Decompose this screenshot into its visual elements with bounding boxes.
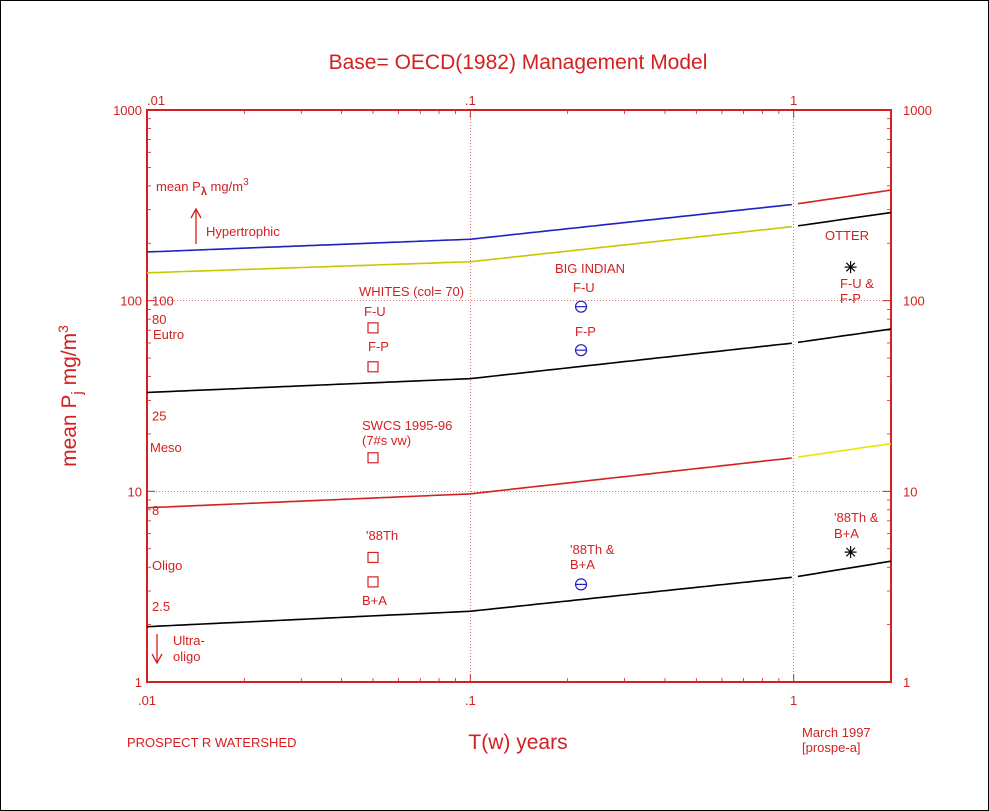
annot-bigindian-fu: F-U bbox=[573, 280, 595, 295]
annot-whites-ba: B+A bbox=[362, 593, 387, 608]
threshold-label-1: 80 bbox=[152, 312, 166, 327]
x-tick-label-top-2: 1 bbox=[790, 93, 797, 108]
point-otter-88th-ray-3 bbox=[845, 547, 856, 557]
series-4-segment-b bbox=[797, 560, 892, 578]
annot-bigindian: BIG INDIAN bbox=[555, 261, 625, 276]
point-otter-fu-fp-ray-3 bbox=[845, 262, 856, 272]
annot-otter-88th-line1: '88Th & bbox=[834, 510, 879, 525]
annot-otter-fu-line2: F-P bbox=[840, 291, 861, 306]
x-tick-label-bottom-0: .01 bbox=[138, 693, 156, 708]
y-tick-label-left-2: 100 bbox=[120, 294, 142, 309]
zone-hypertrophic: Hypertrophic bbox=[206, 224, 280, 239]
annot-whites-88th: '88Th bbox=[366, 528, 398, 543]
y-axis-label-suffix: mg/m bbox=[58, 333, 81, 391]
zone-meso: Meso bbox=[150, 440, 182, 455]
zone-header-sup: 3 bbox=[243, 177, 249, 188]
y-axis-label-sup: 3 bbox=[55, 325, 71, 333]
data-points bbox=[367, 261, 857, 591]
annot-swcs-line1: SWCS 1995-96 bbox=[362, 418, 452, 433]
zone-ultra-line1: Ultra- bbox=[173, 633, 205, 648]
zone-header-sub: λ bbox=[201, 186, 207, 198]
y-tick-label-right-1: 10 bbox=[903, 484, 917, 499]
series-curves bbox=[146, 189, 892, 628]
threshold-label-4: 2.5 bbox=[152, 599, 170, 614]
point-bigindian-88th-ring bbox=[574, 578, 588, 591]
x-tick-label-top-1: .1 bbox=[465, 93, 476, 108]
point-whites-88th bbox=[367, 551, 379, 564]
threshold-labels: 100 80 25 8 2.5 bbox=[152, 294, 174, 614]
point-bigindian-88th bbox=[574, 578, 588, 591]
zone-eutro: Eutro bbox=[153, 327, 184, 342]
y-tick-label-left-0: 1 bbox=[135, 675, 142, 690]
x-tick-label-bottom-1: .1 bbox=[465, 693, 476, 708]
y-tick-label-right-2: 100 bbox=[903, 294, 925, 309]
y-tick-label-right-3: 1000 bbox=[903, 103, 932, 118]
annot-whites-fp: F-P bbox=[368, 339, 389, 354]
y-tick-label-left-1: 10 bbox=[128, 484, 142, 499]
annot-whites-fu: F-U bbox=[364, 304, 386, 319]
x-tick-label-top-0: .01 bbox=[147, 93, 165, 108]
x-tick-label-bottom-2: 1 bbox=[790, 693, 797, 708]
point-whites-f-p bbox=[367, 361, 379, 373]
zone-oligo: Oligo bbox=[152, 558, 182, 573]
annot-whites: WHITES (col= 70) bbox=[359, 284, 464, 299]
point-whites-ba bbox=[367, 576, 379, 588]
zone-header-prefix: mean P bbox=[156, 179, 201, 194]
axis-ticks: .01 .01 .1 .1 1 1 1 1 10 10 100 100 1000 1000 bbox=[113, 93, 932, 708]
y-axis-label: mean Pj mg/m3 bbox=[55, 325, 86, 467]
point-bigindian-f-p-ring bbox=[574, 344, 588, 357]
chart-title: Base= OECD(1982) Management Model bbox=[329, 51, 708, 74]
zone-header: mean Pλ mg/m3 bbox=[156, 177, 249, 198]
y-tick-label-left-3: 1000 bbox=[113, 103, 142, 118]
threshold-label-0: 100 bbox=[152, 294, 174, 309]
x-axis-label: T(w) years bbox=[468, 731, 567, 754]
annot-otter: OTTER bbox=[825, 228, 869, 243]
point-otter-fu-fp bbox=[844, 261, 857, 274]
y-axis-label-prefix: mean P bbox=[58, 395, 81, 467]
grid-lines bbox=[147, 110, 891, 682]
ultra-oligo-arrow bbox=[151, 634, 163, 665]
hypertrophic-arrow bbox=[190, 207, 202, 244]
footer-code: [prospe-a] bbox=[802, 740, 861, 755]
zone-header-suffix: mg/m bbox=[207, 179, 243, 194]
series-1-segment-a bbox=[146, 225, 792, 274]
series-4-segment-a bbox=[146, 576, 792, 628]
footer-watershed: PROSPECT R WATERSHED bbox=[127, 735, 297, 750]
footer-date: March 1997 bbox=[802, 725, 871, 740]
annot-bigindian-88th-line1: '88Th & bbox=[570, 542, 615, 557]
y-tick-label-right-0: 1 bbox=[903, 675, 910, 690]
series-0-segment-a bbox=[146, 203, 792, 253]
series-3-segment-a bbox=[146, 457, 792, 509]
threshold-label-3: 8 bbox=[152, 503, 159, 518]
series-3-segment-b bbox=[797, 442, 892, 458]
annot-otter-88th-line2: B+A bbox=[834, 526, 859, 541]
annot-otter-fu-line1: F-U & bbox=[840, 276, 874, 291]
zone-ultra-line2: oligo bbox=[173, 649, 200, 664]
point-bigindian-f-p bbox=[574, 344, 588, 357]
y-axis-label-sub: j bbox=[69, 391, 86, 395]
series-2-segment-a bbox=[146, 342, 792, 394]
point-otter-88th bbox=[844, 546, 857, 559]
point-bigindian-f-u bbox=[574, 300, 588, 313]
threshold-label-2: 25 bbox=[152, 408, 166, 423]
series-2-segment-b bbox=[797, 328, 892, 344]
series-0-segment-b bbox=[797, 189, 892, 205]
point-swcs bbox=[367, 452, 379, 464]
point-bigindian-f-u-ring bbox=[574, 300, 588, 313]
annot-swcs-line2: (7#s vw) bbox=[362, 433, 411, 448]
series-1-segment-b bbox=[797, 211, 892, 227]
point-whites-f-u bbox=[367, 322, 379, 334]
plot-area bbox=[146, 109, 892, 683]
annot-bigindian-fp: F-P bbox=[575, 324, 596, 339]
annot-bigindian-88th-line2: B+A bbox=[570, 557, 595, 572]
